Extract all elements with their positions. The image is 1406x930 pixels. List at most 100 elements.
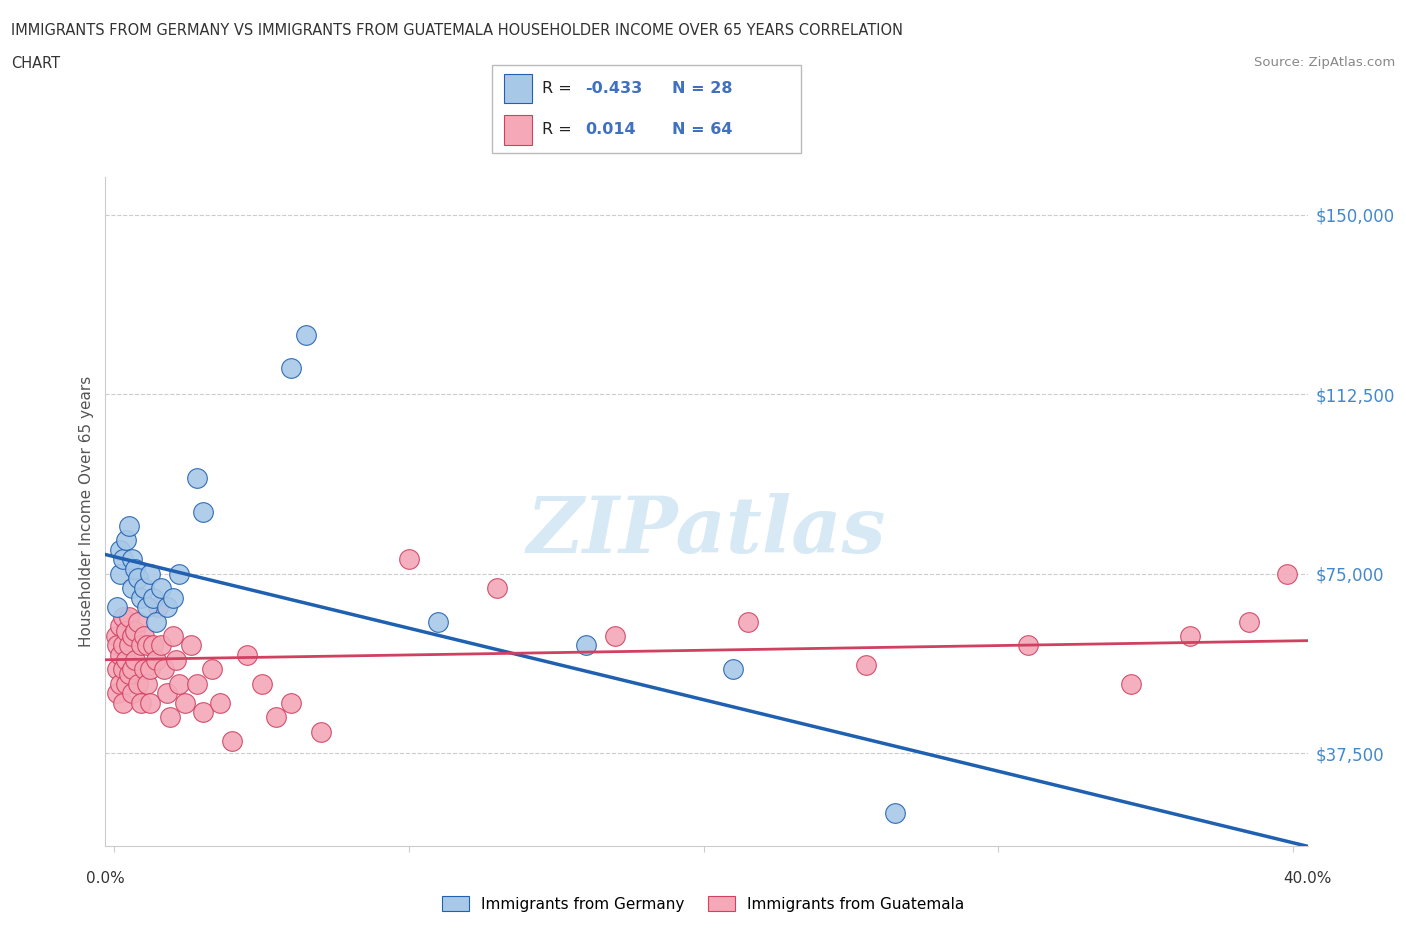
Point <box>124 562 146 577</box>
Point <box>294 327 316 342</box>
Point <box>250 676 273 691</box>
Point <box>1237 614 1260 629</box>
Point <box>118 638 141 653</box>
Point <box>159 710 181 724</box>
Point <box>121 629 143 644</box>
Point <box>112 551 135 566</box>
Y-axis label: Householder Income Over 65 years: Householder Income Over 65 years <box>79 376 94 647</box>
Point <box>115 624 138 639</box>
Text: 40.0%: 40.0% <box>1284 871 1331 886</box>
Point <box>266 710 288 724</box>
Point <box>112 609 135 624</box>
Point <box>1017 638 1039 653</box>
Point <box>112 696 135 711</box>
Point <box>118 667 141 682</box>
Point <box>112 662 135 677</box>
Point <box>200 662 222 677</box>
Point <box>105 600 128 615</box>
Point <box>280 696 302 711</box>
Point <box>145 614 167 629</box>
FancyBboxPatch shape <box>492 65 801 153</box>
Point <box>167 676 190 691</box>
Point <box>884 805 907 820</box>
Point <box>129 591 152 605</box>
Point <box>132 629 155 644</box>
Point <box>150 638 173 653</box>
Point <box>105 685 128 700</box>
Point <box>486 580 509 595</box>
Point <box>855 658 877 672</box>
Point <box>1119 676 1142 691</box>
Point <box>162 629 184 644</box>
Point <box>108 566 131 581</box>
Point <box>721 662 744 677</box>
Point <box>124 624 146 639</box>
Point <box>145 652 167 667</box>
Point <box>309 724 332 739</box>
Point <box>153 662 176 677</box>
Point <box>127 571 149 586</box>
Point <box>121 685 143 700</box>
Point <box>105 662 128 677</box>
Text: N = 28: N = 28 <box>672 81 733 96</box>
Point <box>121 662 143 677</box>
Point <box>135 638 157 653</box>
Point <box>142 638 165 653</box>
Point <box>121 580 143 595</box>
Point <box>191 705 214 720</box>
Text: ZIPatlas: ZIPatlas <box>527 493 886 570</box>
Point <box>150 580 173 595</box>
Point <box>236 647 259 662</box>
Point <box>191 504 214 519</box>
Point <box>105 638 128 653</box>
Point <box>148 600 170 615</box>
Point <box>162 591 184 605</box>
Point <box>127 676 149 691</box>
Text: IMMIGRANTS FROM GERMANY VS IMMIGRANTS FROM GUATEMALA HOUSEHOLDER INCOME OVER 65 : IMMIGRANTS FROM GERMANY VS IMMIGRANTS FR… <box>11 23 903 38</box>
Point <box>142 591 165 605</box>
Point <box>575 638 598 653</box>
Point <box>129 638 152 653</box>
Legend: Immigrants from Germany, Immigrants from Guatemala: Immigrants from Germany, Immigrants from… <box>436 890 970 918</box>
Point <box>129 696 152 711</box>
Point <box>108 676 131 691</box>
FancyBboxPatch shape <box>505 115 533 145</box>
Point <box>108 542 131 557</box>
Point <box>737 614 759 629</box>
Point <box>427 614 450 629</box>
Point <box>121 551 143 566</box>
Point <box>280 361 302 376</box>
Point <box>127 614 149 629</box>
Point <box>135 600 157 615</box>
Point <box>138 696 160 711</box>
Point <box>174 696 197 711</box>
Point <box>104 629 127 644</box>
Point <box>135 676 157 691</box>
Point <box>180 638 202 653</box>
Point <box>167 566 190 581</box>
Point <box>118 609 141 624</box>
Point <box>186 471 208 485</box>
Point <box>156 600 179 615</box>
Point <box>398 551 420 566</box>
Text: N = 64: N = 64 <box>672 122 733 137</box>
Point <box>132 580 155 595</box>
Point <box>108 647 131 662</box>
Point <box>124 652 146 667</box>
Text: 0.0%: 0.0% <box>86 871 125 886</box>
Point <box>605 629 627 644</box>
Point <box>115 652 138 667</box>
Text: R =: R = <box>541 122 576 137</box>
Text: -0.433: -0.433 <box>585 81 643 96</box>
Point <box>108 618 131 633</box>
FancyBboxPatch shape <box>505 74 533 103</box>
Text: CHART: CHART <box>11 56 60 71</box>
Point <box>138 662 160 677</box>
Point <box>156 685 179 700</box>
Point <box>209 696 232 711</box>
Point <box>165 652 187 667</box>
Point <box>115 676 138 691</box>
Text: 0.014: 0.014 <box>585 122 636 137</box>
Point <box>1178 629 1201 644</box>
Point <box>186 676 208 691</box>
